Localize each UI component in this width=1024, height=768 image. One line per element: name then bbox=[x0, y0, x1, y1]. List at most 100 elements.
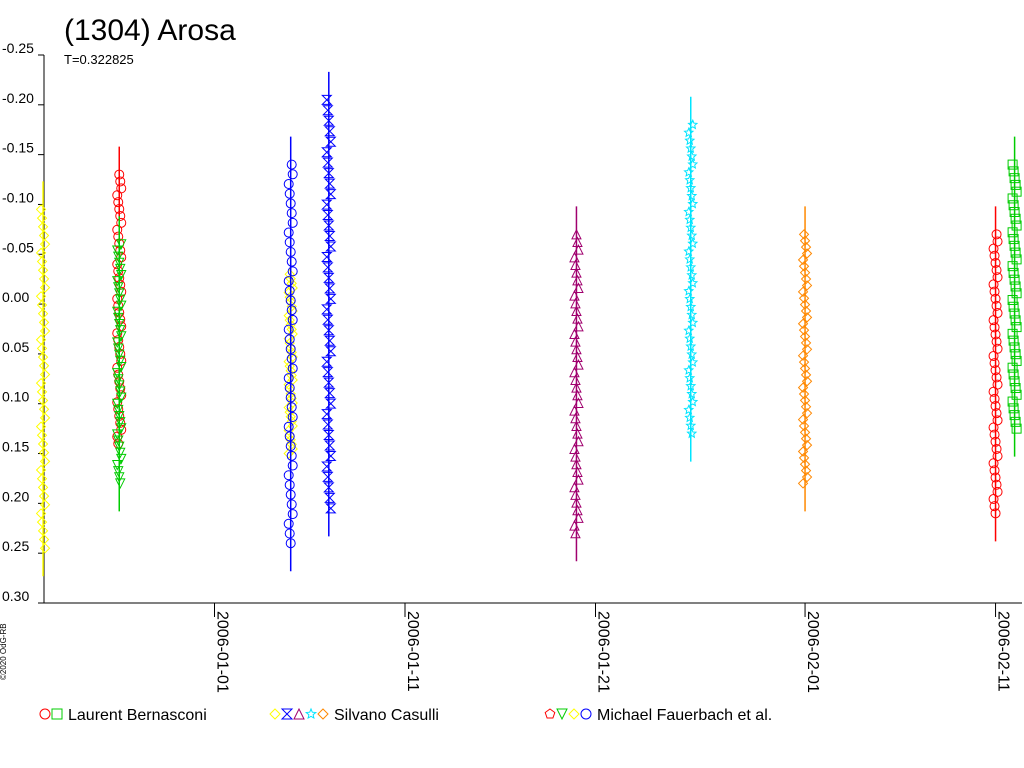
data-point bbox=[51, 708, 63, 720]
data-point bbox=[685, 142, 697, 154]
data-point bbox=[323, 115, 335, 126]
data-point bbox=[115, 239, 127, 250]
data-point bbox=[800, 241, 812, 253]
data-point bbox=[686, 388, 698, 399]
data-point bbox=[570, 450, 581, 462]
data-point bbox=[286, 159, 297, 170]
data-point bbox=[797, 478, 809, 489]
data-point bbox=[544, 708, 556, 719]
data-point bbox=[36, 430, 48, 441]
y-tick-label: 0.10 bbox=[2, 389, 29, 405]
data-point bbox=[111, 337, 123, 349]
data-point bbox=[323, 168, 335, 179]
chart-subtitle: T=0.322825 bbox=[64, 52, 134, 67]
data-point bbox=[991, 300, 1002, 311]
data-point bbox=[991, 479, 1002, 490]
data-point bbox=[39, 456, 51, 467]
y-tick-label: 0.00 bbox=[2, 289, 29, 305]
data-point bbox=[573, 282, 584, 293]
data-point bbox=[113, 266, 124, 277]
data-point bbox=[798, 356, 810, 368]
data-point bbox=[39, 499, 51, 510]
data-point bbox=[1010, 315, 1021, 326]
data-point bbox=[322, 105, 334, 116]
data-point bbox=[116, 217, 127, 228]
data-point bbox=[991, 372, 1002, 383]
data-point bbox=[1010, 213, 1021, 224]
data-point bbox=[324, 283, 336, 294]
data-point bbox=[324, 126, 336, 137]
x-tick-label: 2006-01-21 bbox=[595, 611, 612, 693]
data-point bbox=[112, 190, 123, 201]
data-point bbox=[112, 466, 124, 477]
data-point bbox=[39, 325, 51, 337]
y-tick-label: 0.30 bbox=[2, 588, 29, 604]
legend-item: Laurent Bernasconi bbox=[39, 707, 207, 724]
data-point bbox=[1011, 254, 1022, 265]
data-point bbox=[114, 204, 125, 215]
data-point bbox=[113, 231, 124, 242]
data-point bbox=[287, 169, 298, 180]
data-point bbox=[39, 708, 51, 720]
data-point bbox=[1009, 342, 1020, 353]
data-point bbox=[573, 397, 584, 408]
data-point bbox=[801, 439, 813, 451]
legend-item: Silvano Casulli bbox=[269, 707, 439, 724]
data-point bbox=[798, 420, 810, 432]
data-point bbox=[991, 408, 1002, 419]
data-point bbox=[992, 272, 1003, 283]
x-tick-label: 2006-01-01 bbox=[214, 611, 231, 693]
y-tick-label: -0.05 bbox=[2, 239, 34, 255]
data-point bbox=[991, 265, 1002, 276]
data-series bbox=[283, 136, 298, 572]
data-point bbox=[1009, 240, 1020, 251]
data-point bbox=[38, 360, 50, 371]
y-tick-label: -0.10 bbox=[2, 189, 34, 205]
data-point bbox=[284, 479, 295, 490]
data-point bbox=[321, 409, 333, 420]
data-point bbox=[284, 382, 295, 393]
data-point bbox=[573, 244, 584, 255]
data-point bbox=[572, 236, 583, 248]
data-point bbox=[285, 489, 296, 500]
data-point bbox=[685, 221, 697, 233]
data-point bbox=[284, 314, 295, 326]
data-point bbox=[799, 459, 811, 470]
data-point bbox=[322, 210, 334, 221]
plot-axes: -0.25 -0.20 -0.15 -0.10 -0.05 0.00 0.05 0.10 0.1… bbox=[2, 40, 1022, 693]
data-point bbox=[284, 291, 295, 303]
data-point bbox=[285, 392, 296, 403]
data-point bbox=[321, 461, 333, 472]
data-point bbox=[323, 482, 335, 493]
data-point bbox=[321, 356, 333, 367]
data-point bbox=[1008, 335, 1019, 346]
data-point bbox=[686, 348, 698, 360]
data-point bbox=[1011, 355, 1022, 366]
data-point bbox=[317, 708, 329, 720]
data-point bbox=[114, 478, 126, 490]
data-point bbox=[111, 276, 123, 287]
data-point bbox=[39, 412, 51, 424]
y-tick-label: 0.25 bbox=[2, 538, 29, 554]
data-point bbox=[685, 301, 697, 312]
data-point bbox=[684, 293, 696, 304]
data-point bbox=[988, 494, 999, 505]
data-point bbox=[990, 472, 1001, 483]
data-point bbox=[1007, 295, 1018, 306]
data-point bbox=[797, 254, 809, 266]
data-point bbox=[115, 392, 127, 404]
data-point bbox=[283, 425, 294, 436]
data-point bbox=[112, 343, 124, 355]
data-point bbox=[990, 257, 1001, 268]
data-point bbox=[284, 431, 295, 442]
data-point bbox=[324, 492, 336, 503]
data-point bbox=[324, 231, 336, 242]
data-point bbox=[113, 380, 125, 391]
data-point bbox=[686, 190, 698, 201]
data-point bbox=[556, 708, 568, 721]
data-point bbox=[39, 238, 51, 250]
data-point bbox=[570, 374, 581, 385]
legend-label: Silvano Casulli bbox=[334, 707, 439, 724]
data-point bbox=[36, 386, 48, 398]
data-point bbox=[39, 369, 51, 380]
